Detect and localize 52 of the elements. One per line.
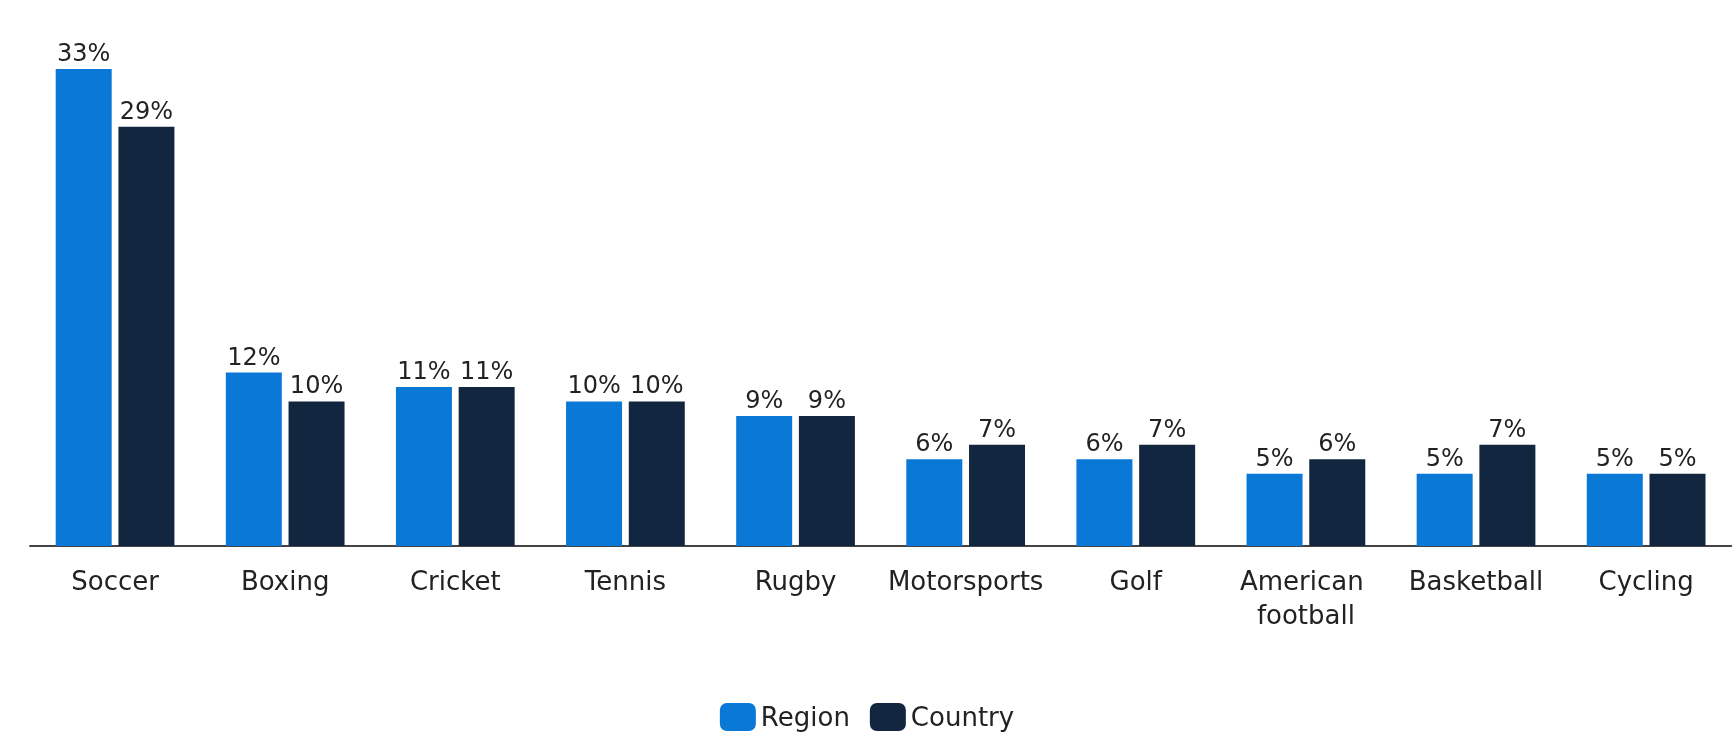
x-tick-label: Boxing xyxy=(240,566,330,596)
data-label: 7% xyxy=(1148,414,1187,443)
data-label: 6% xyxy=(1085,429,1124,458)
bar xyxy=(736,415,793,546)
bar xyxy=(1586,473,1643,546)
bar xyxy=(1076,459,1133,546)
x-tick-label: Golf xyxy=(1109,566,1163,596)
bar xyxy=(969,444,1026,546)
bar xyxy=(628,401,685,546)
data-label: 9% xyxy=(807,385,846,414)
legend-label: Region xyxy=(760,702,850,732)
bar xyxy=(1416,473,1473,546)
data-label: 5% xyxy=(1255,443,1294,472)
bar xyxy=(118,126,175,546)
data-label: 6% xyxy=(1318,429,1357,458)
data-label: 9% xyxy=(745,385,784,414)
bar xyxy=(906,459,963,546)
data-label: 5% xyxy=(1595,443,1634,472)
x-tick-label: Cricket xyxy=(409,566,501,596)
x-tick-label: Rugby xyxy=(754,566,837,596)
data-label: 7% xyxy=(1488,414,1527,443)
data-label: 5% xyxy=(1658,443,1697,472)
x-tick-label: Motorsports xyxy=(887,566,1044,596)
bar xyxy=(1139,444,1196,546)
bar xyxy=(225,372,282,546)
data-label: 10% xyxy=(567,371,621,400)
bar xyxy=(1309,459,1366,546)
bar xyxy=(1479,444,1536,546)
data-label: 6% xyxy=(915,429,954,458)
bar xyxy=(798,415,855,546)
x-tick-label: Soccer xyxy=(71,566,160,596)
bar xyxy=(566,401,623,546)
data-label: 10% xyxy=(630,371,684,400)
x-tick-label: Cycling xyxy=(1598,566,1694,596)
bar xyxy=(458,386,515,546)
bar xyxy=(1649,473,1706,546)
bar xyxy=(55,68,112,546)
data-label: 12% xyxy=(227,342,281,371)
x-tick-label: Tennis xyxy=(583,566,667,596)
data-label: 10% xyxy=(289,371,344,400)
data-label: 11% xyxy=(459,356,514,385)
data-label: 11% xyxy=(397,356,451,385)
x-tick-label: Basketball xyxy=(1408,566,1544,596)
bar xyxy=(288,401,345,546)
bar xyxy=(1246,473,1303,546)
bar xyxy=(395,386,452,546)
data-label: 29% xyxy=(119,96,174,125)
x-tick-label: American football xyxy=(1239,566,1372,630)
legend-label: Country xyxy=(910,702,1015,732)
data-label: 7% xyxy=(977,414,1017,443)
data-label: 5% xyxy=(1425,443,1464,472)
data-label: 33% xyxy=(57,38,111,67)
